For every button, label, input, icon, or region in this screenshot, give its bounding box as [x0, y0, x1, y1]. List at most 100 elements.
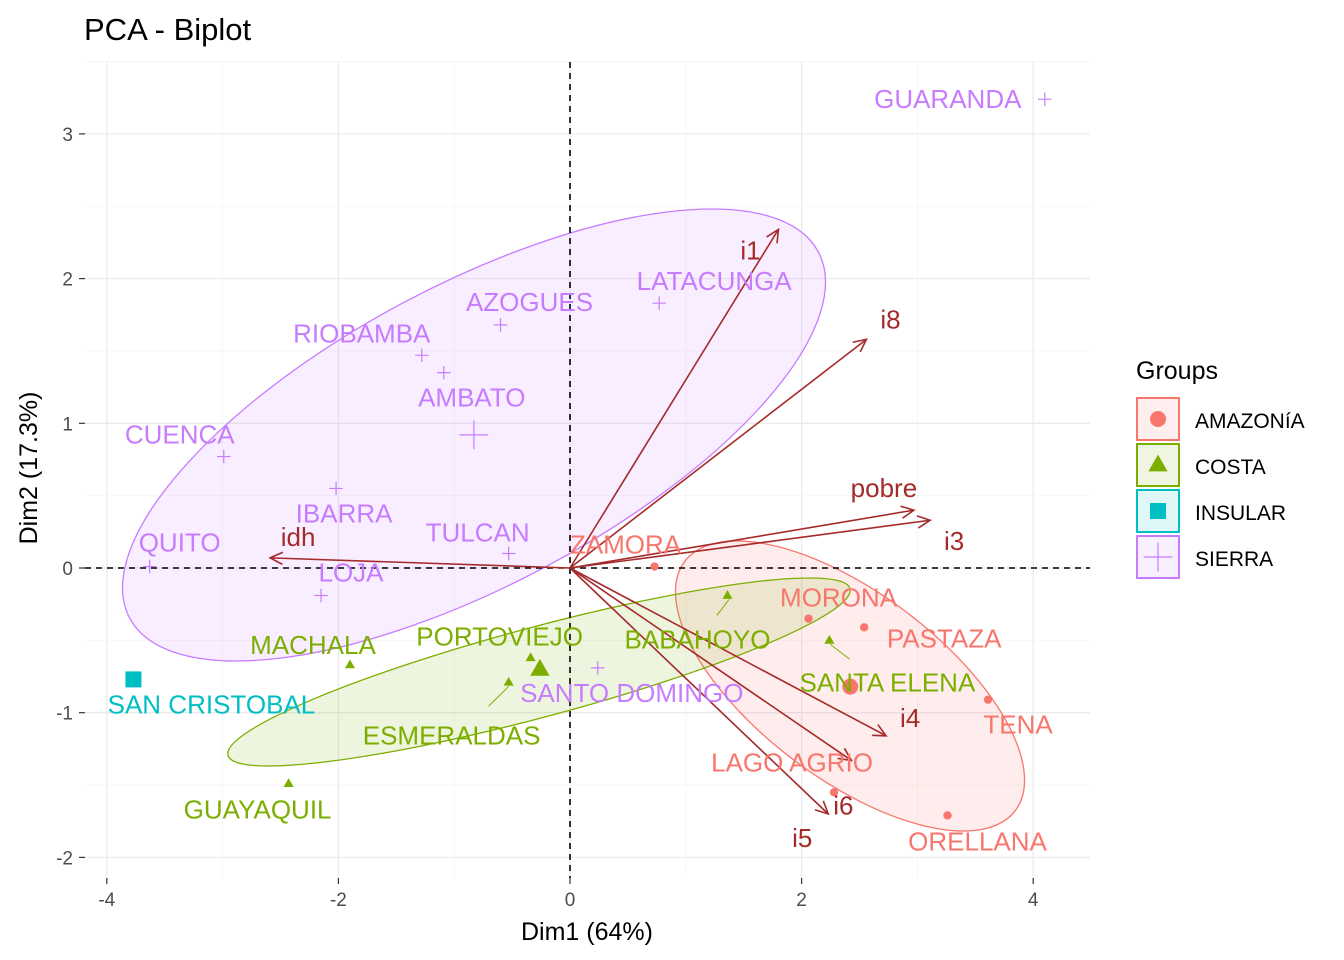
legend-triangle-icon [1148, 454, 1168, 472]
point-costa [283, 778, 294, 787]
point-label: ORELLANA [908, 826, 1047, 856]
point-label: GUARANDA [874, 84, 1022, 114]
point-label: QUITO [139, 528, 221, 558]
point-costa [525, 652, 536, 662]
arrow-label: i5 [792, 823, 812, 853]
arrow-label: i8 [880, 304, 900, 334]
point-label: LOJA [319, 557, 385, 587]
y-axis-label: Dim2 (17.3%) [15, 392, 43, 545]
centroid-sierra [459, 420, 489, 450]
point-label: AZOGUES [466, 287, 593, 317]
arrowhead-i1 [766, 227, 780, 244]
point-label: TENA [983, 710, 1053, 740]
label-leader-line [488, 685, 510, 707]
point-label: PASTAZA [887, 623, 1002, 653]
centroid-amazonía [842, 678, 859, 695]
point-costa [722, 590, 733, 599]
point-label: MORONA [780, 583, 898, 613]
arrowhead-i8 [852, 338, 868, 353]
point-label: GUAYAQUIL [184, 795, 332, 825]
arrow-label: i1 [740, 235, 760, 265]
arrow-label: i4 [900, 703, 920, 733]
reference-lines [85, 62, 1090, 878]
point-sierra [329, 481, 343, 496]
arrow-i6 [569, 567, 852, 762]
legend-plus-icon [1143, 542, 1173, 572]
x-tick-label: -4 [98, 890, 115, 911]
arrow-i8 [569, 338, 867, 569]
axes: -4 -2 0 2 4 -2 -1 0 1 2 3 [56, 125, 1039, 911]
legend-title: Groups [1136, 357, 1218, 385]
point-sierra [652, 296, 666, 310]
centroid-costa [530, 658, 550, 676]
arrowhead-pobre [900, 505, 916, 519]
point-label: RIOBAMBA [293, 318, 431, 348]
y-tick-label: 3 [62, 125, 73, 146]
arrow-i3 [569, 519, 931, 569]
arrow-label: i3 [944, 526, 964, 556]
y-tick-label: 0 [62, 559, 73, 580]
point-sierra [142, 559, 157, 574]
legend-label: INSULAR [1195, 502, 1286, 525]
legend-label: AMAZONíA [1195, 410, 1305, 433]
point-label: PORTOVIEJO [416, 622, 583, 652]
arrow-label: i6 [833, 790, 853, 820]
point-costa [503, 676, 514, 686]
arrow-i1 [569, 228, 780, 569]
x-tick-label: 4 [1028, 890, 1039, 911]
arrowhead-idh [268, 551, 284, 566]
arrowhead-i4 [872, 724, 888, 737]
point-amazonía [943, 811, 952, 820]
arrow-label: idh [281, 522, 316, 552]
y-tick-label: 1 [62, 414, 73, 435]
x-tick-label: 2 [796, 890, 807, 911]
label-leader-line [716, 599, 730, 616]
arrow-label: pobre [851, 473, 918, 503]
point-label: SANTA ELENA [799, 667, 975, 697]
x-axis-label: Dim1 (64%) [521, 918, 653, 946]
point-costa [344, 659, 356, 669]
arrow-i4 [569, 567, 887, 737]
x-tick-label: 0 [565, 890, 576, 911]
individual-points [125, 92, 1052, 820]
chart-title: PCA - Biplot [84, 12, 252, 47]
legend-circle-icon [1150, 411, 1166, 427]
variable-arrows [268, 227, 932, 816]
point-label: ZAMORA [570, 530, 682, 560]
point-sierra [217, 449, 231, 464]
point-amazonía [983, 695, 993, 704]
point-sierra [501, 546, 516, 561]
point-amazonía [829, 788, 839, 797]
point-label: SAN CRISTOBAL [108, 689, 316, 719]
arrowhead-i5 [814, 800, 830, 816]
point-sierra [314, 588, 328, 603]
point-label: MACHALA [250, 630, 376, 660]
point-label: CUENCA [125, 420, 235, 450]
point-label: LATACUNGA [637, 266, 793, 296]
point-label: LAGO AGRIO [711, 747, 873, 777]
arrow-i5 [569, 567, 829, 815]
legend-square-icon [1150, 503, 1166, 519]
point-sierra [493, 318, 508, 332]
point-label: AMBATO [418, 383, 525, 413]
point-insular [125, 671, 142, 688]
point-labels: i1 i8 pobre i3 idh i4 i6 i5 ZAMORA MORONA PASTAZA T… [108, 84, 1054, 856]
point-label: SANTO DOMINGO [520, 678, 743, 708]
arrow-pobre [569, 509, 915, 569]
point-amazonía [859, 623, 869, 632]
point-label: BABAHOYO [625, 624, 771, 654]
confidence-ellipses [121, 208, 1026, 832]
point-label: ESMERALDAS [363, 720, 541, 750]
point-sierra [591, 661, 605, 675]
legend-key-insular [1136, 489, 1180, 533]
arrowhead-i3 [916, 515, 932, 529]
legend-label: SIERRA [1195, 548, 1273, 571]
point-sierra [415, 348, 429, 363]
arrow-idh [270, 557, 571, 569]
point-label: IBARRA [296, 498, 393, 528]
point-costa [824, 634, 835, 644]
point-sierra [437, 365, 451, 380]
y-tick-label: -1 [56, 704, 73, 725]
point-amazonía [650, 562, 659, 571]
